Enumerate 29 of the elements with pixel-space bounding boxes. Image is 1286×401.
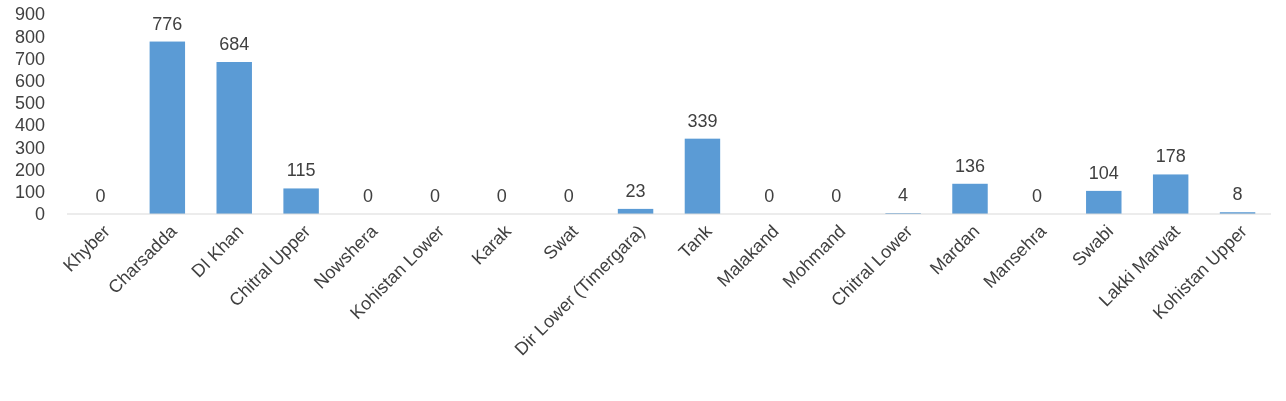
y-tick-label: 200 xyxy=(14,159,45,180)
y-tick-label: 300 xyxy=(14,137,45,158)
y-tick-label: 0 xyxy=(34,204,45,225)
y-tick-label: 400 xyxy=(14,115,45,136)
data-label: 0 xyxy=(764,186,775,206)
data-label: 0 xyxy=(95,186,106,206)
data-label: 0 xyxy=(1031,186,1042,206)
data-label: 0 xyxy=(429,186,440,206)
data-label: 104 xyxy=(1088,162,1119,183)
data-label: 4 xyxy=(898,185,909,206)
data-label: 178 xyxy=(1155,146,1186,167)
data-label: 23 xyxy=(625,180,646,201)
data-label: 0 xyxy=(496,186,507,206)
y-tick-label: 800 xyxy=(14,26,45,47)
data-label: 0 xyxy=(563,186,574,206)
data-label: 115 xyxy=(286,160,316,181)
y-tick-label: 700 xyxy=(14,48,45,69)
data-label: 0 xyxy=(831,186,842,206)
data-label: 8 xyxy=(1232,184,1243,205)
y-tick-label: 600 xyxy=(14,70,45,91)
y-tick-label: 500 xyxy=(14,93,45,114)
data-label: 0 xyxy=(362,186,374,206)
data-label: 776 xyxy=(152,13,183,34)
data-label: 684 xyxy=(219,34,250,54)
data-label: 136 xyxy=(954,155,986,176)
data-label: 339 xyxy=(687,110,718,131)
x-tick-label: Tank xyxy=(674,220,717,263)
y-tick-label: 100 xyxy=(14,182,45,203)
y-tick-label: 900 xyxy=(14,4,45,25)
